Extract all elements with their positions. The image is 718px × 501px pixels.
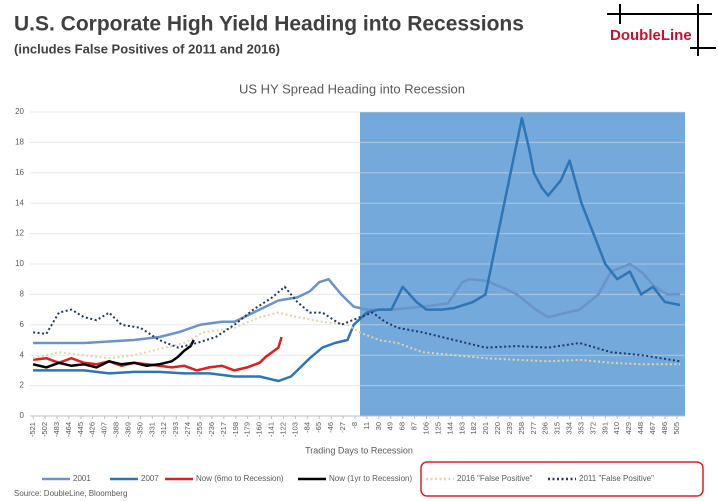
x-tick-label: 30	[374, 422, 383, 430]
x-tick-label: -426	[88, 422, 97, 437]
x-tick-label: 410	[612, 422, 621, 435]
legend-label: 2011 "False Positive"	[579, 474, 654, 483]
x-tick-label: 163	[457, 422, 466, 435]
x-tick-label: 296	[541, 422, 550, 435]
x-tick-label: -274	[183, 422, 192, 437]
x-tick-label: 467	[648, 422, 657, 435]
y-tick-label: 8	[20, 290, 25, 299]
x-tick-label: -369	[123, 422, 132, 437]
x-tick-label: -483	[52, 422, 61, 437]
x-tick-label: -331	[147, 422, 156, 437]
x-tick-label: 372	[588, 422, 597, 435]
x-tick-label: 448	[636, 422, 645, 435]
series-line	[32, 285, 681, 363]
x-tick-label: -388	[112, 422, 121, 437]
y-tick-label: 18	[15, 138, 24, 147]
x-tick-label: -236	[207, 422, 216, 437]
x-tick-label: -198	[231, 422, 240, 437]
x-tick-label: -103	[290, 422, 299, 437]
page-subtitle: (includes False Positives of 2011 and 20…	[14, 41, 280, 56]
x-tick-label: 106	[421, 422, 430, 435]
x-tick-label: -46	[326, 422, 335, 433]
legend-label: Now (1yr to Recession)	[329, 474, 412, 483]
x-tick-label: -160	[255, 422, 264, 437]
y-tick-label: 14	[15, 198, 24, 207]
x-tick-label: -502	[40, 422, 49, 437]
x-tick-label: 182	[469, 422, 478, 435]
x-tick-label: -312	[159, 422, 168, 437]
x-tick-label: -255	[195, 422, 204, 437]
legend-label: 2007	[141, 474, 159, 483]
highlight-box	[420, 461, 704, 497]
chart-title: US HY Spread Heading into Recession	[239, 81, 465, 96]
logo: DoubleLine	[607, 4, 716, 56]
x-tick-label: 505	[672, 422, 681, 435]
x-tick-label: -217	[219, 422, 228, 437]
x-tick-label: 144	[445, 422, 454, 435]
y-tick-label: 0	[20, 411, 25, 420]
x-axis-label: Trading Days to Recession	[305, 445, 413, 455]
x-tick-label: 486	[660, 422, 669, 435]
x-tick-label: -179	[243, 422, 252, 437]
y-tick-label: 6	[20, 320, 25, 329]
x-tick-label: -84	[302, 422, 311, 433]
x-tick-label: -350	[135, 422, 144, 437]
x-tick-label: -27	[338, 422, 347, 433]
y-tick-label: 16	[15, 168, 24, 177]
x-tick-label: -8	[350, 422, 359, 429]
x-tick-label: 277	[529, 422, 538, 435]
x-tick-label: -407	[100, 422, 109, 437]
legend-label: Now (6mo to Recession)	[196, 474, 284, 483]
series-line	[33, 116, 681, 383]
x-tick-label: 315	[553, 422, 562, 435]
source: Source: DoubleLine, Bloomberg	[14, 489, 127, 498]
x-tick-label: 429	[624, 422, 633, 435]
x-tick-label: 353	[576, 422, 585, 435]
x-tick-label: -293	[171, 422, 180, 437]
x-tick-label: -122	[278, 422, 287, 437]
x-tick-label: 125	[433, 422, 442, 435]
x-tick-label: 11	[362, 422, 371, 430]
page-title: U.S. Corporate High Yield Heading into R…	[14, 13, 524, 36]
legend-label: 2001	[73, 474, 91, 483]
x-tick-label: 68	[398, 422, 407, 430]
x-tick-label: 201	[481, 422, 490, 435]
x-tick-label: -65	[314, 422, 323, 433]
x-tick-label: 391	[600, 422, 609, 435]
y-tick-label: 20	[15, 107, 24, 116]
x-tick-label: 239	[505, 422, 514, 435]
y-tick-label: 10	[15, 259, 24, 268]
x-tick-label: 258	[517, 422, 526, 435]
series-line	[32, 339, 195, 369]
y-tick-label: 2	[20, 381, 25, 390]
x-tick-label: -521	[28, 422, 37, 437]
x-tick-label: 49	[386, 422, 395, 430]
x-tick-label: -464	[64, 422, 73, 437]
logo-text: DoubleLine	[610, 27, 692, 44]
series-line	[32, 311, 680, 366]
series-line	[32, 336, 283, 372]
y-tick-label: 4	[20, 350, 25, 359]
x-tick-label: -141	[267, 422, 276, 437]
y-tick-label: 12	[15, 229, 24, 238]
x-tick-label: -445	[76, 422, 85, 437]
x-tick-label: 220	[493, 422, 502, 435]
legend-label: 2016 "False Positive"	[457, 474, 533, 483]
x-tick-label: 87	[410, 422, 419, 430]
x-tick-label: 334	[565, 422, 574, 435]
